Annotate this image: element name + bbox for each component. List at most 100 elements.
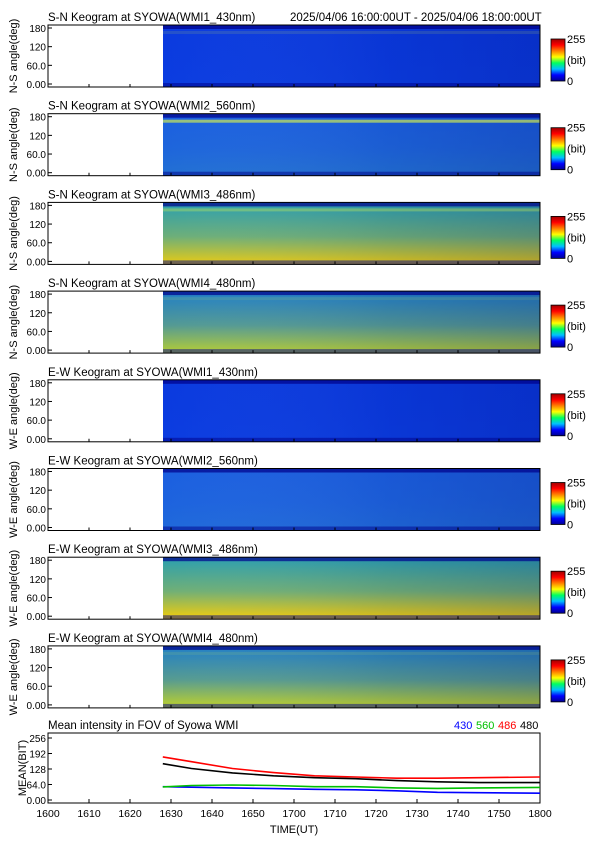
keogram-y-label: N-S angle(deg): [8, 19, 20, 94]
colorbar-unit-label: (bit): [567, 232, 586, 244]
chart-x-tick-label: 1630: [159, 808, 183, 820]
keogram-y-tick-label: 0.00: [27, 701, 47, 712]
chart-y-tick-label: 64.0: [27, 781, 47, 792]
chart-x-tick-label: 1740: [446, 808, 470, 820]
keogram-y-tick-label: 60.0: [27, 594, 47, 605]
keogram-y-tick-label: 120: [29, 131, 46, 142]
keogram-edge-top: [163, 25, 540, 29]
keogram-title: S-N Keogram at SYOWA(WMI1_430nm): [48, 12, 255, 24]
keogram-edge-bottom: [163, 83, 540, 87]
keogram-edge-top: [163, 202, 540, 207]
keogram-panel: E-W Keogram at SYOWA(WMI4_480nm)180 120 60…: [8, 633, 586, 715]
keogram-image-shading: [163, 645, 540, 708]
time-range-label: 2025/04/06 16:00:00UT - 2025/04/06 18:00…: [290, 12, 542, 24]
colorbar-min-label: 0: [567, 165, 573, 177]
keogram-panel: E-W Keogram at SYOWA(WMI1_430nm)180 120 60…: [8, 367, 586, 449]
chart-x-label: TIME(UT): [270, 824, 318, 836]
chart-x-tick-label: 1730: [405, 808, 429, 820]
keogram-edge-top: [163, 468, 540, 473]
keogram-title: E-W Keogram at SYOWA(WMI4_480nm): [48, 633, 258, 645]
keogram-y-tick-label: 60.0: [27, 505, 47, 516]
keogram-panel: S-N Keogram at SYOWA(WMI2_560nm)180 120 60…: [8, 101, 586, 182]
keogram-panel: E-W Keogram at SYOWA(WMI3_486nm)180 120 60…: [8, 544, 586, 626]
chart-plot-area: [47, 732, 541, 804]
colorbar-unit-label: (bit): [567, 499, 586, 511]
keogram-panel: S-N Keogram at SYOWA(WMI1_430nm)180 120 60…: [8, 12, 586, 93]
keogram-y-tick-label: 120: [29, 397, 46, 408]
keogram-y-tick-label: 120: [29, 486, 46, 497]
keogram-edge-bottom: [163, 526, 540, 531]
colorbar-min-label: 0: [567, 520, 573, 532]
keogram-top-band: [163, 297, 540, 301]
chart-legend: 430 560 486 480: [454, 720, 538, 732]
keogram-y-tick-label: 180: [29, 113, 46, 124]
chart-x-tick-label: 1710: [323, 808, 347, 820]
colorbar-min-label: 0: [567, 342, 573, 354]
keogram-y-tick-label: 0.00: [27, 612, 47, 623]
colorbar: [550, 38, 566, 82]
keogram-panel: E-W Keogram at SYOWA(WMI2_560nm)180 120 60…: [8, 456, 586, 538]
colorbar-min-label: 0: [567, 431, 573, 443]
keogram-y-tick-label: 0.00: [27, 169, 47, 180]
keogram-y-tick-label: 180: [29, 556, 46, 567]
chart-x-tick-label: 1750: [487, 808, 511, 820]
keogram-y-label: W-E angle(deg): [8, 638, 20, 715]
colorbar-min-label: 0: [567, 697, 573, 709]
keogram-y-tick-label: 180: [29, 468, 46, 479]
keogram-y-tick-label: 0.00: [27, 80, 47, 91]
chart-x-tick-label: 1720: [364, 808, 388, 820]
keogram-image-shading: [163, 113, 540, 176]
keogram-y-tick-label: 180: [29, 290, 46, 301]
colorbar-unit-label: (bit): [567, 144, 586, 156]
keogram-y-label: W-E angle(deg): [8, 550, 20, 627]
keogram-y-tick-label: 60.0: [27, 327, 47, 338]
colorbar-max-label: 255: [567, 389, 585, 401]
keogram-y-tick-label: 120: [29, 575, 46, 586]
keogram-edge-top: [163, 645, 540, 650]
chart-title: Mean intensity in FOV of Syowa WMI: [48, 720, 238, 732]
keogram-y-tick-label: 0.00: [27, 257, 47, 268]
keogram-y-label: N-S angle(deg): [8, 196, 20, 271]
keogram-edge-bottom: [163, 615, 540, 620]
keogram-y-label: N-S angle(deg): [8, 285, 20, 360]
keogram-top-band: [163, 651, 540, 655]
colorbar-max-label: 255: [567, 34, 585, 46]
keogram-y-label: W-E angle(deg): [8, 461, 20, 538]
keogram-top-band: [163, 208, 540, 212]
colorbar: [550, 659, 566, 703]
keogram-y-tick-label: 180: [29, 201, 46, 212]
chart-series: [162, 756, 541, 794]
chart-y-label: MEAN(BIT): [17, 740, 29, 796]
keogram-y-tick-label: 120: [29, 220, 46, 231]
chart-y-tick-label: 128: [29, 765, 46, 776]
chart-x-tick-label: 1620: [118, 808, 142, 820]
colorbar-max-label: 255: [567, 211, 585, 223]
chart-x-tick-label: 1800: [528, 808, 552, 820]
mean-intensity-chart: Mean intensity in FOV of Syowa WMI 430 56…: [17, 720, 552, 836]
keogram-title: E-W Keogram at SYOWA(WMI1_430nm): [48, 367, 258, 379]
keogram-y-tick-label: 180: [29, 24, 46, 35]
colorbar: [550, 570, 566, 614]
keogram-y-tick-label: 0.00: [27, 346, 47, 357]
chart-y-tick-label: 192: [29, 750, 46, 761]
keogram-y-tick-label: 60.0: [27, 61, 47, 72]
keogram-y-tick-label: 60.0: [27, 239, 47, 250]
keogram-y-label: W-E angle(deg): [8, 372, 20, 449]
colorbar-max-label: 255: [567, 478, 585, 490]
colorbar: [550, 393, 566, 437]
keogram-edge-top: [163, 379, 540, 384]
keogram-top-band: [163, 31, 540, 34]
colorbar-min-label: 0: [567, 76, 573, 88]
keogram-edge-top: [163, 113, 540, 118]
colorbar-max-label: 255: [567, 655, 585, 667]
legend-item-486: 486: [498, 720, 516, 732]
keogram-panel: S-N Keogram at SYOWA(WMI4_480nm)180 120 60…: [8, 278, 586, 359]
keogram-image-shading: [163, 557, 540, 620]
keogram-y-tick-label: 120: [29, 43, 46, 54]
keogram-edge-bottom: [163, 349, 540, 354]
keogram-top-band: [163, 119, 540, 123]
colorbar-min-label: 0: [567, 253, 573, 265]
keogram-panels: S-N Keogram at SYOWA(WMI1_430nm)18012060…: [8, 12, 586, 715]
legend-item-560: 560: [476, 720, 494, 732]
